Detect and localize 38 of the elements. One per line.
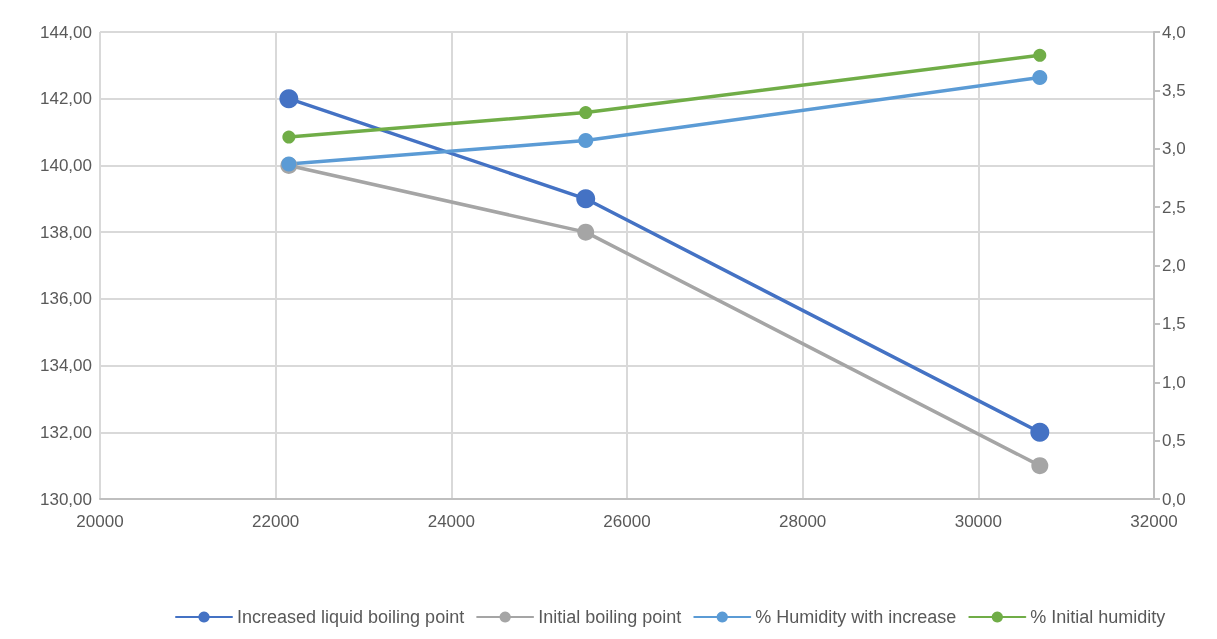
y-tick-label: 142,00 <box>40 89 92 109</box>
y-tick-label: 140,00 <box>40 155 92 175</box>
point <box>1030 422 1050 442</box>
y-tick-label: 134,00 <box>40 356 92 376</box>
legend-label: % Humidity with increase <box>755 607 957 627</box>
point <box>577 223 595 241</box>
y-tick-label: 138,00 <box>40 222 92 242</box>
y2-tick-label: 2,5 <box>1162 197 1186 217</box>
y-tick-label: 132,00 <box>40 422 92 442</box>
x-tick-label: 24000 <box>427 512 475 531</box>
x-tick-label: 26000 <box>603 512 651 531</box>
point <box>579 106 593 120</box>
y-tick-label: 144,00 <box>40 22 92 42</box>
point <box>279 89 299 109</box>
legend-label: Increased liquid boiling point <box>237 607 465 627</box>
point <box>1031 457 1049 475</box>
x-tick-label: 20000 <box>76 512 124 531</box>
y2-tick-label: 0,5 <box>1162 431 1186 451</box>
y-tick-label: 136,00 <box>40 289 92 309</box>
y-tick-label: 130,00 <box>40 489 92 509</box>
y2-tick-label: 3,5 <box>1162 80 1186 100</box>
legend-label: % Initial humidity <box>1030 607 1166 627</box>
x-tick-label: 30000 <box>954 512 1002 531</box>
legend-label: Initial boiling point <box>538 607 682 627</box>
point <box>578 133 594 149</box>
y2-tick-label: 4,0 <box>1162 22 1186 42</box>
point <box>282 130 296 144</box>
x-tick-label: 22000 <box>252 512 300 531</box>
point <box>576 189 596 209</box>
y2-tick-label: 2,0 <box>1162 256 1186 275</box>
point <box>1032 70 1048 86</box>
y2-tick-label: 1,0 <box>1162 372 1186 392</box>
point <box>1033 48 1047 62</box>
x-tick-label: 28000 <box>779 512 827 531</box>
y2-tick-label: 1,5 <box>1162 314 1186 334</box>
x-tick-label: 32000 <box>1130 512 1178 531</box>
y2-tick-label: 0,0 <box>1162 489 1186 509</box>
y2-tick-label: 3,0 <box>1162 139 1186 159</box>
